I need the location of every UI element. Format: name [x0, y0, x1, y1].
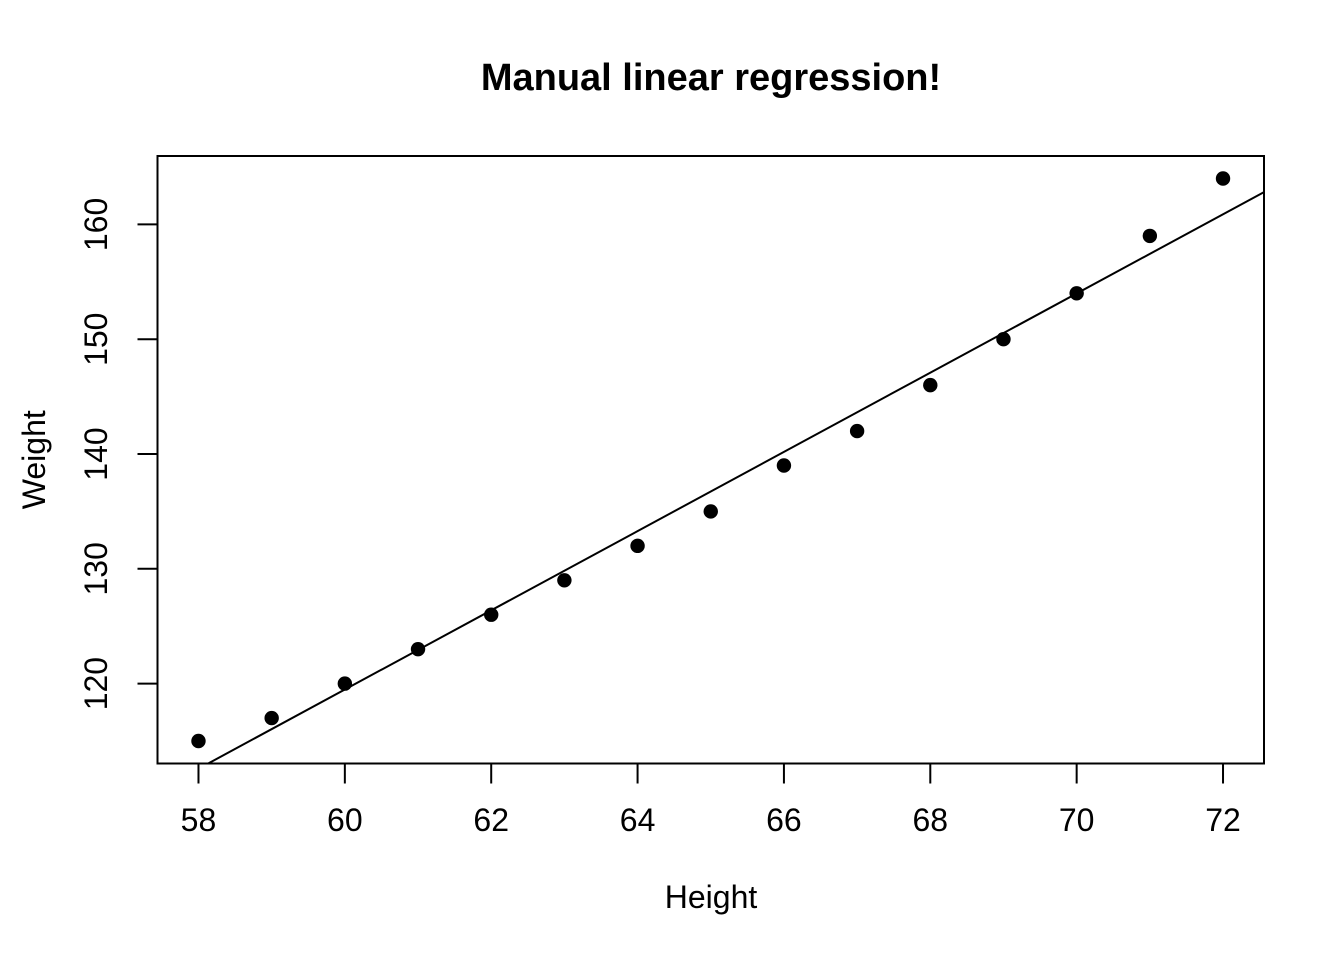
scatter-point [410, 641, 426, 657]
scatter-point [703, 504, 718, 519]
x-tick-label: 66 [766, 802, 802, 838]
x-tick-label: 60 [327, 802, 363, 838]
scatter-point [776, 458, 792, 473]
scatter-point [1069, 286, 1084, 301]
x-tick-label: 72 [1205, 802, 1241, 838]
scatter-point [996, 332, 1011, 347]
plot-box [156, 155, 1265, 765]
y-tick-label: 120 [78, 657, 114, 710]
scatter-point [557, 573, 572, 588]
x-tick-label: 70 [1059, 802, 1095, 838]
scatter-point [1215, 171, 1231, 186]
x-tick-label: 64 [620, 802, 656, 838]
scatter-point [1142, 228, 1158, 244]
y-tick-label: 150 [78, 313, 114, 366]
scatter-point [923, 377, 938, 393]
scatter-point [264, 710, 279, 726]
y-tick-label: 140 [78, 427, 114, 480]
scatter-point [337, 676, 353, 691]
regression-line [207, 191, 1265, 765]
y-tick-label: 160 [78, 198, 114, 251]
scatter-point [630, 538, 645, 554]
y-tick-label: 130 [78, 542, 114, 595]
x-tick-label: 58 [181, 802, 217, 838]
chart-title: Manual linear regression! [481, 57, 941, 99]
x-tick-label: 68 [912, 802, 948, 838]
scatter-point [191, 733, 206, 749]
x-tick-label: 62 [473, 802, 509, 838]
scatter-point [849, 423, 865, 439]
x-axis-label: Height [665, 879, 758, 915]
scatter-point [484, 607, 499, 622]
y-axis-label: Weight [16, 410, 52, 509]
